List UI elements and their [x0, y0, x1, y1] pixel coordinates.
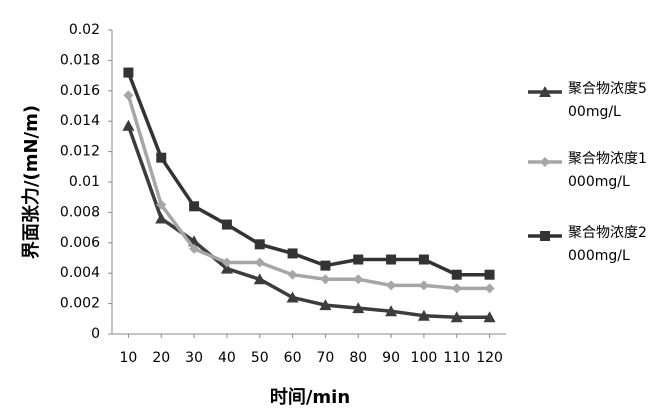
marker: [254, 239, 265, 250]
marker: [221, 219, 232, 230]
marker: [352, 302, 365, 314]
marker: [320, 274, 331, 285]
legend-label: 聚合物浓度500mg/L: [568, 81, 647, 120]
marker: [353, 254, 364, 265]
x-tick-label: 70: [317, 350, 335, 366]
marker: [220, 262, 233, 274]
marker: [386, 280, 397, 291]
series-line: [126, 125, 490, 320]
marker: [319, 299, 332, 311]
marker: [451, 269, 462, 280]
y-tick-label: 0.002: [60, 296, 100, 312]
marker: [320, 260, 331, 271]
marker: [155, 212, 168, 224]
y-tick-label: 0.02: [69, 22, 100, 38]
x-tick-label: 40: [218, 350, 236, 366]
y-axis-label: 界面张力/(mN/m): [21, 105, 42, 259]
marker: [122, 119, 135, 131]
x-tick-label: 80: [349, 350, 367, 366]
marker: [483, 311, 496, 323]
marker: [156, 199, 167, 210]
marker: [450, 311, 463, 323]
y-tick-label: 0.004: [60, 265, 100, 281]
marker: [253, 273, 266, 285]
legend-label: 聚合物浓度1000mg/L: [568, 151, 647, 190]
marker: [539, 86, 551, 97]
marker: [484, 283, 495, 294]
marker: [123, 67, 134, 78]
marker: [386, 254, 397, 265]
x-tick-label: 60: [284, 350, 302, 366]
y-tick-label: 0.018: [60, 52, 100, 68]
y-tick-label: 0: [91, 326, 100, 342]
legend-label: 聚合物浓度2000mg/L: [568, 225, 647, 264]
x-tick-label: 20: [152, 350, 170, 366]
y-tick-label: 0.006: [60, 235, 100, 251]
marker: [484, 269, 495, 280]
x-tick-label: 110: [443, 350, 470, 366]
x-tick-label: 90: [382, 350, 400, 366]
y-tick-label: 0.016: [60, 83, 100, 99]
series-line: [126, 94, 490, 291]
series-line: [126, 71, 490, 277]
marker: [123, 90, 134, 101]
y-tick-label: 0.012: [60, 144, 100, 160]
marker: [353, 274, 364, 285]
marker: [189, 201, 200, 212]
marker: [221, 257, 232, 268]
marker: [286, 291, 299, 303]
x-tick-label: 120: [476, 350, 503, 366]
marker: [189, 243, 200, 254]
x-tick-label: 100: [411, 350, 438, 366]
marker: [385, 305, 398, 317]
y-tick-label: 0.008: [60, 204, 100, 220]
marker: [254, 257, 265, 268]
marker: [451, 283, 462, 294]
marker: [287, 269, 298, 280]
marker: [418, 254, 429, 265]
x-tick-label: 30: [185, 350, 203, 366]
marker: [156, 152, 167, 163]
y-tick-label: 0.01: [69, 174, 100, 190]
x-axis-label: 时间/min: [270, 387, 350, 408]
x-tick-label: 10: [120, 350, 138, 366]
marker: [417, 309, 430, 321]
marker: [287, 248, 298, 259]
marker: [540, 231, 550, 241]
y-tick-label: 0.014: [60, 113, 100, 129]
x-tick-label: 50: [251, 350, 269, 366]
marker: [540, 157, 550, 167]
marker: [418, 280, 429, 291]
